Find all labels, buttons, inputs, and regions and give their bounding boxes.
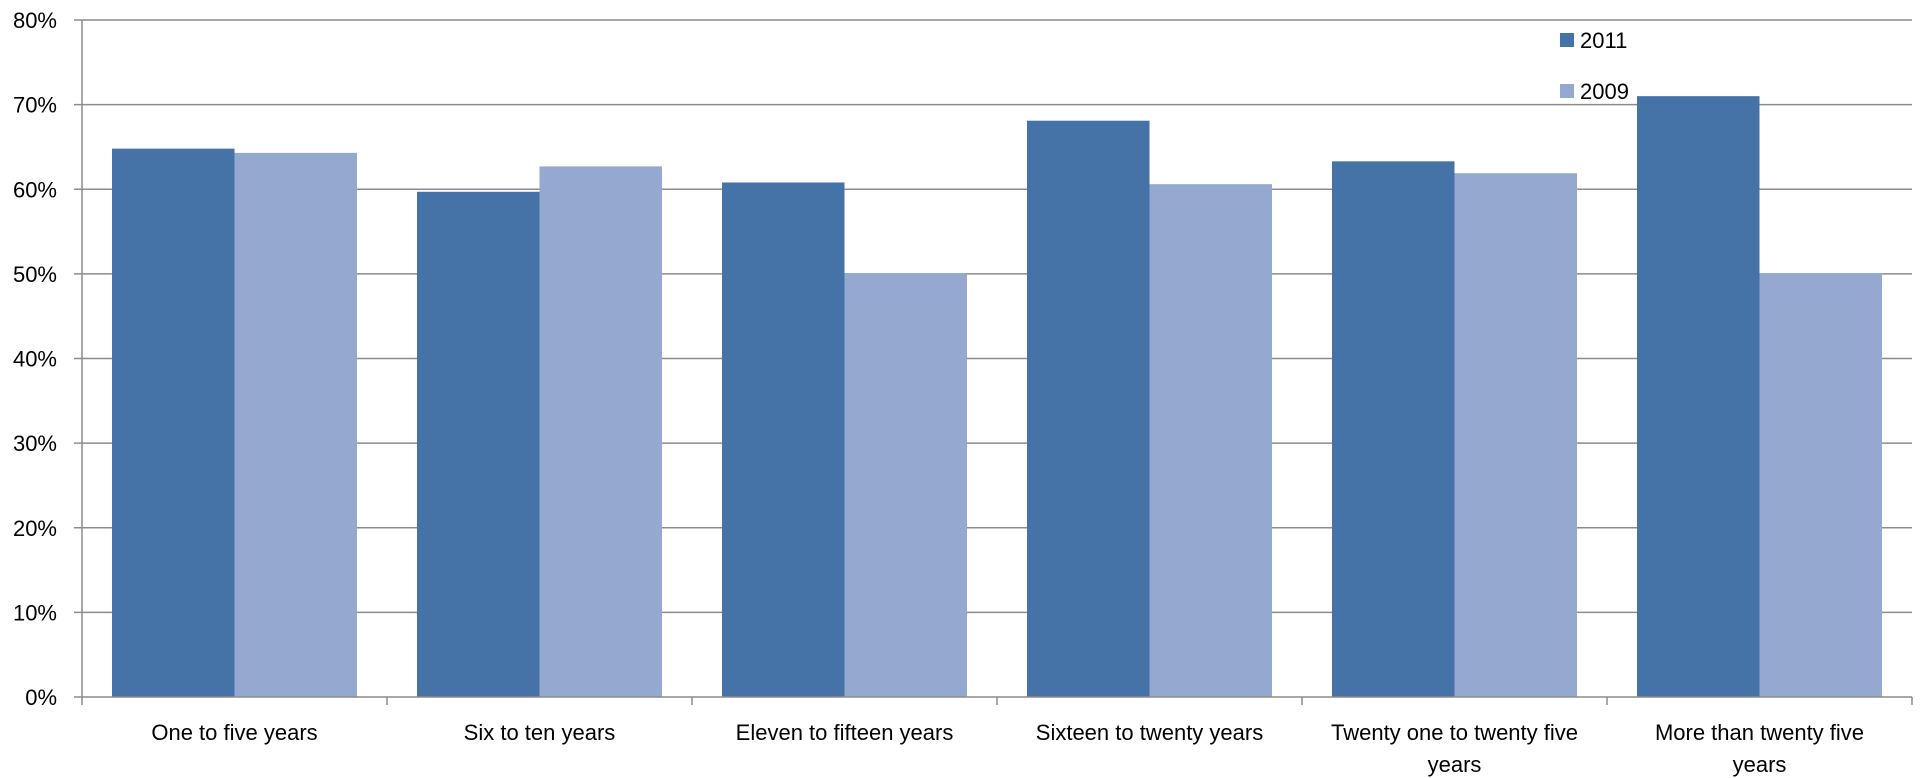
legend-label: 2011: [1580, 28, 1627, 53]
y-tick-label: 80%: [13, 8, 57, 33]
x-axis-category-labels: One to five years Six to ten years Eleven …: [151, 720, 1864, 777]
bar-2009: [844, 273, 967, 697]
y-tick-label: 0%: [25, 685, 57, 710]
y-tick-label: 10%: [13, 600, 57, 625]
x-category-label: More than twenty five years: [1655, 720, 1864, 777]
y-tick-label: 60%: [13, 177, 57, 202]
y-axis-tick-labels: 0% 10% 20% 30% 40% 50% 60% 70% 80%: [13, 8, 57, 710]
x-category-label: Six to ten years: [464, 720, 616, 745]
bar-2011: [1332, 161, 1455, 698]
bar-2011: [112, 148, 235, 697]
gridlines: [74, 19, 1912, 698]
x-category-label: Twenty one to twenty five years: [1331, 720, 1578, 777]
y-tick-label: 70%: [13, 93, 57, 118]
y-tick-label: 30%: [13, 431, 57, 456]
legend-swatch: [1560, 33, 1574, 47]
legend-swatch: [1560, 84, 1574, 98]
bar-2009: [234, 152, 357, 697]
legend: 2011 2009: [1560, 28, 1629, 104]
x-category-label: One to five years: [151, 720, 317, 745]
bar-2009: [1149, 184, 1272, 698]
x-category-label: Eleven to fifteen years: [736, 720, 954, 745]
y-tick-label: 50%: [13, 262, 57, 287]
bars: [112, 96, 1882, 698]
bar-2011: [722, 182, 845, 698]
bar-2011: [1027, 120, 1150, 698]
x-category-label: Sixteen to twenty years: [1036, 720, 1263, 745]
bar-2011: [1637, 96, 1760, 698]
y-tick-label: 20%: [13, 516, 57, 541]
legend-label: 2009: [1580, 79, 1629, 104]
bar-2009: [1759, 273, 1882, 697]
bar-2011: [417, 191, 540, 697]
bar-2009: [539, 166, 662, 697]
y-tick-label: 40%: [13, 347, 57, 372]
axes: [81, 20, 1913, 705]
bar-2009: [1454, 173, 1577, 697]
